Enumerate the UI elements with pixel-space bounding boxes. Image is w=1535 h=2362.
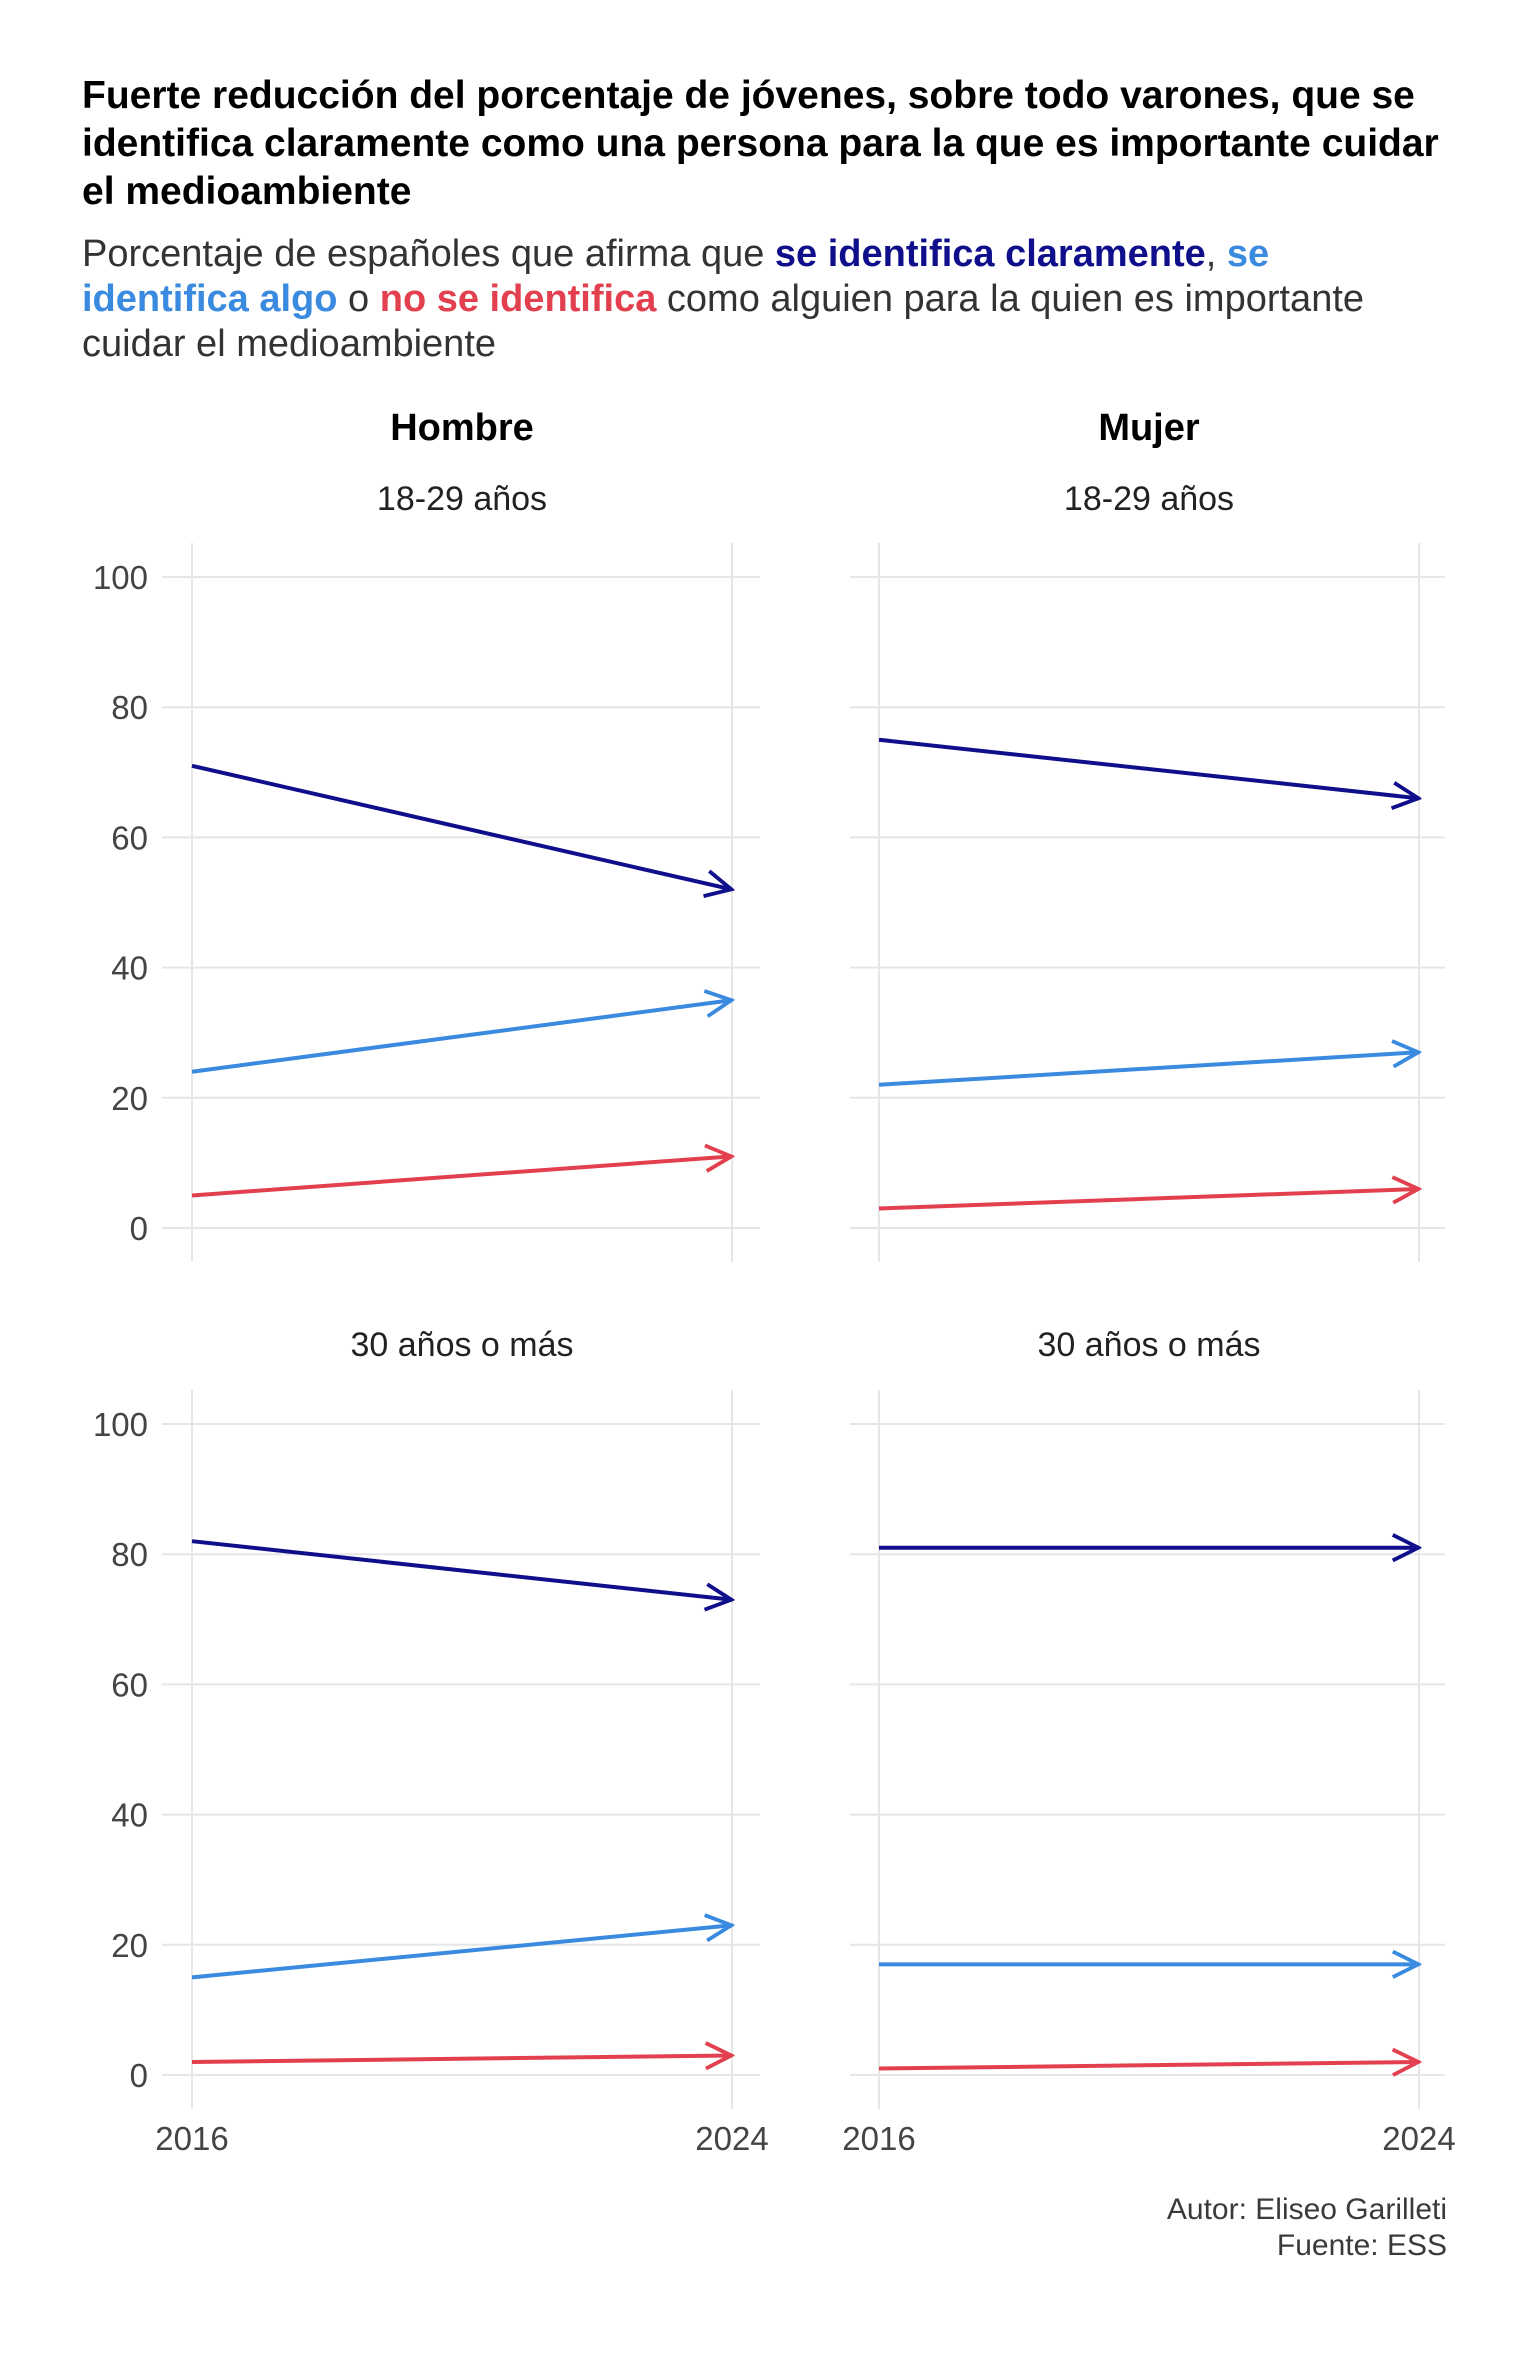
subtitle-text-4: como alguien para la quien es importante… bbox=[82, 278, 1365, 365]
panel-3-arrow-no bbox=[191, 2055, 732, 2062]
legend-algo: se identifica algo bbox=[82, 233, 1270, 320]
author-credit: Autor: Eliseo Garilleti bbox=[1166, 2193, 1447, 2226]
x-tick-label: 2016 bbox=[155, 2120, 228, 2157]
panel-2-strip-label: 18-29 años bbox=[1064, 480, 1234, 518]
panel-2-arrow-claramente bbox=[878, 737, 1419, 799]
panel-2-arrow-algo bbox=[878, 1052, 1419, 1087]
chart-subtitle: Porcentaje de españoles que afirma que s… bbox=[82, 232, 1382, 367]
y-tick-label: 40 bbox=[111, 1797, 148, 1834]
panel-4-arrow-no bbox=[878, 2062, 1419, 2069]
source-credit: Fuente: ESS bbox=[1276, 2229, 1447, 2262]
panel-3-arrow-claramente bbox=[191, 1539, 732, 1600]
y-tick-label: 40 bbox=[111, 950, 148, 987]
chart-title: Fuerte reducción del porcentaje de jóven… bbox=[82, 74, 1439, 213]
subtitle-text-1: Porcentaje de españoles que afirma que bbox=[82, 233, 775, 275]
legend-claramente: se identifica claramente bbox=[774, 233, 1206, 275]
subtitle-text-2: , bbox=[1205, 233, 1227, 275]
panel-1-arrow-claramente bbox=[191, 763, 732, 890]
subtitle-text-3: o bbox=[337, 278, 380, 320]
y-tick-label: 60 bbox=[111, 1666, 148, 1703]
panel-1-arrow-no bbox=[191, 1156, 732, 1198]
column-header-2: Mujer bbox=[1098, 407, 1200, 449]
x-tick-label: 2024 bbox=[695, 2120, 768, 2157]
y-tick-label: 100 bbox=[93, 559, 148, 596]
panel-1-arrow-algo bbox=[191, 1000, 732, 1074]
panel-1-strip-label: 18-29 años bbox=[377, 480, 547, 518]
y-tick-label: 100 bbox=[93, 1406, 148, 1443]
caption: Autor: Eliseo Garilleti Fuente: ESS bbox=[1167, 2192, 1447, 2264]
y-tick-label: 20 bbox=[111, 1080, 148, 1117]
y-tick-label: 80 bbox=[111, 1536, 148, 1573]
x-tick-label: 2024 bbox=[1382, 2120, 1455, 2157]
panel-2-arrow-no bbox=[878, 1189, 1419, 1211]
y-tick-label: 0 bbox=[130, 1210, 148, 1247]
y-tick-label: 20 bbox=[111, 1927, 148, 1964]
x-tick-label: 2016 bbox=[842, 2120, 915, 2157]
column-header-1: Hombre bbox=[390, 407, 534, 449]
panel-4-strip-label: 30 años o más bbox=[1037, 1326, 1260, 1364]
panel-3-arrow-algo bbox=[191, 1925, 732, 1980]
y-tick-label: 0 bbox=[130, 2057, 148, 2094]
y-tick-label: 60 bbox=[111, 819, 148, 856]
panel-3-strip-label: 30 años o más bbox=[350, 1326, 573, 1364]
legend-no: no se identifica bbox=[379, 278, 657, 320]
y-tick-label: 80 bbox=[111, 689, 148, 726]
